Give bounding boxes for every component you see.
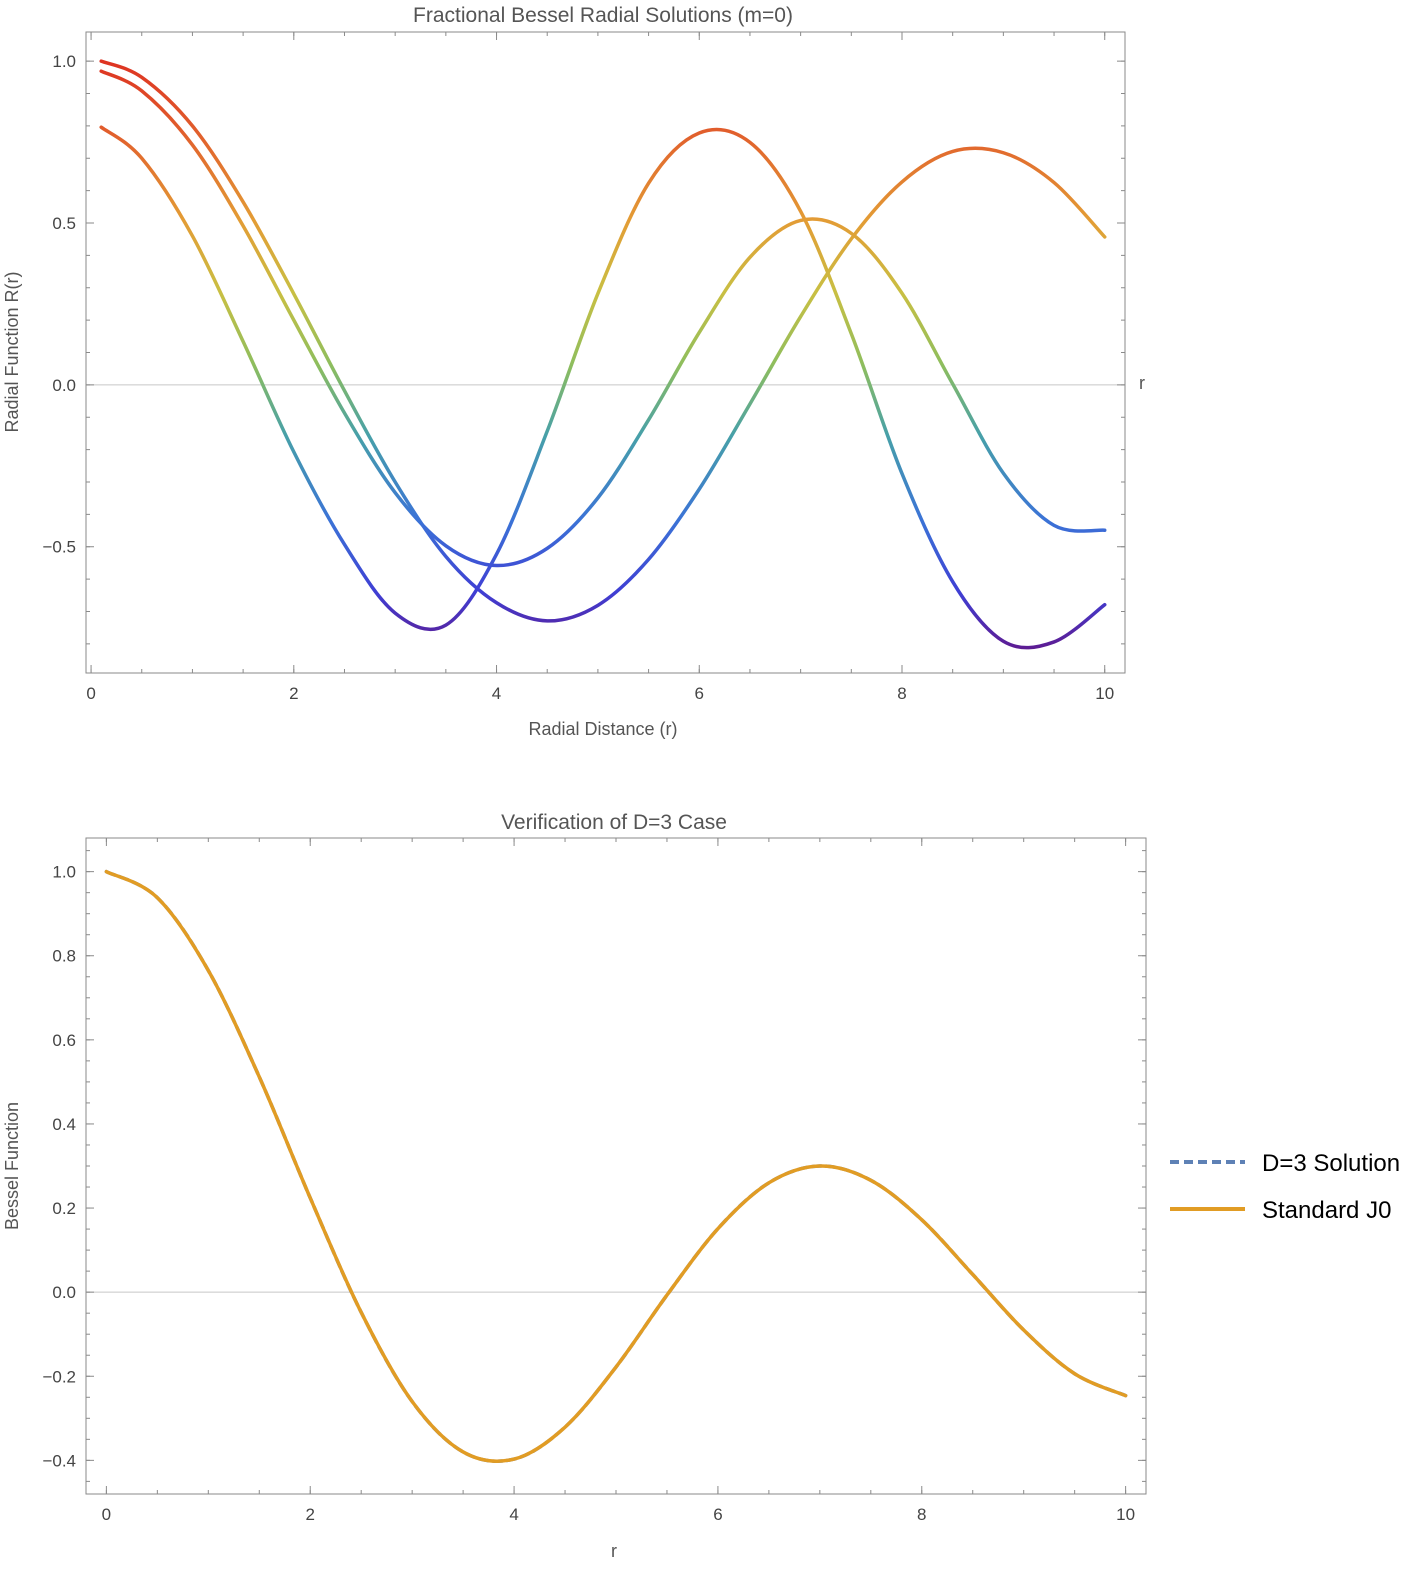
chart-2-series-line-2 [104,869,1128,1463]
chart-1-ticks: 0 2 4 6 8 10 −0.5 0.0 0.5 1.0 [42,32,1125,703]
chart-2-x-tick-label: 4 [509,1505,518,1524]
chart-2-x-tick-label: 2 [305,1505,314,1524]
chart-2-y-tick-label: 1.0 [52,863,76,882]
chart-2-y-label: Bessel Function [2,1102,22,1230]
chart-2-x-tick-label: 6 [713,1505,722,1524]
chart-1-y-tick-label: 0.5 [52,214,76,233]
chart-1-x-tick-label: 4 [492,684,501,703]
chart-2-series [104,869,1128,1463]
chart-1-title: Fractional Bessel Radial Solutions (m=0) [413,4,793,27]
chart-2-y-tick-label: 0.0 [52,1283,76,1302]
chart-1-x-tick-label: 2 [289,684,298,703]
chart-1-series-line-1 [99,59,1107,623]
chart-2-x-tick-label: 0 [102,1505,111,1524]
legend-label-standard-j0: Standard J0 [1262,1197,1391,1224]
chart-1-series-line-2 [99,69,1107,568]
chart-2-y-tick-label: 0.6 [52,1031,76,1050]
chart-1-x-tick-label: 0 [86,684,95,703]
chart-1-series [99,59,1107,650]
chart-1-frame [85,31,1126,674]
chart-2-x-label: r [611,1541,617,1561]
chart-2-ticks: 0 2 4 6 8 10 −0.4 −0.2 0.0 0.2 0.4 0.6 0.8 1.0 [42,838,1146,1524]
chart-2-y-tick-label: −0.2 [42,1367,76,1386]
chart-2-y-tick-label: 0.8 [52,947,76,966]
chart-2-y-tick-label: −0.4 [42,1451,76,1470]
chart-2-y-tick-label: 0.2 [52,1199,76,1218]
chart-2-series-line-1 [104,869,1128,1463]
chart-2-frame [85,837,1147,1495]
chart-1-y-tick-label: 0.0 [52,376,76,395]
chart-1-y-tick-label: 1.0 [52,52,76,71]
chart-1-x-tick-label: 8 [897,684,906,703]
chart-1-axis-end-label: r [1139,373,1145,393]
chart-2-y-tick-label: 0.4 [52,1115,76,1134]
chart-1-x-tick-label: 10 [1095,684,1114,703]
chart-1-x-tick-label: 6 [695,684,704,703]
legend-label-d3-solution: D=3 Solution [1262,1150,1400,1177]
chart-2: Verification of D=3 Case 0 2 4 6 8 10 −0.4 −0.2… [2,811,1400,1561]
chart-1-y-label: Radial Function R(r) [2,271,22,432]
chart-1-y-tick-label: −0.5 [42,538,76,557]
chart-2-legend: D=3 Solution Standard J0 [1170,1150,1400,1224]
chart-2-x-tick-label: 10 [1116,1505,1135,1524]
chart-2-title: Verification of D=3 Case [501,811,727,834]
chart-1: Fractional Bessel Radial Solutions (m=0)… [2,4,1145,739]
chart-1-x-label: Radial Distance (r) [528,719,677,739]
chart-2-x-tick-label: 8 [917,1505,926,1524]
chart-1-series-line-3 [99,125,1107,650]
